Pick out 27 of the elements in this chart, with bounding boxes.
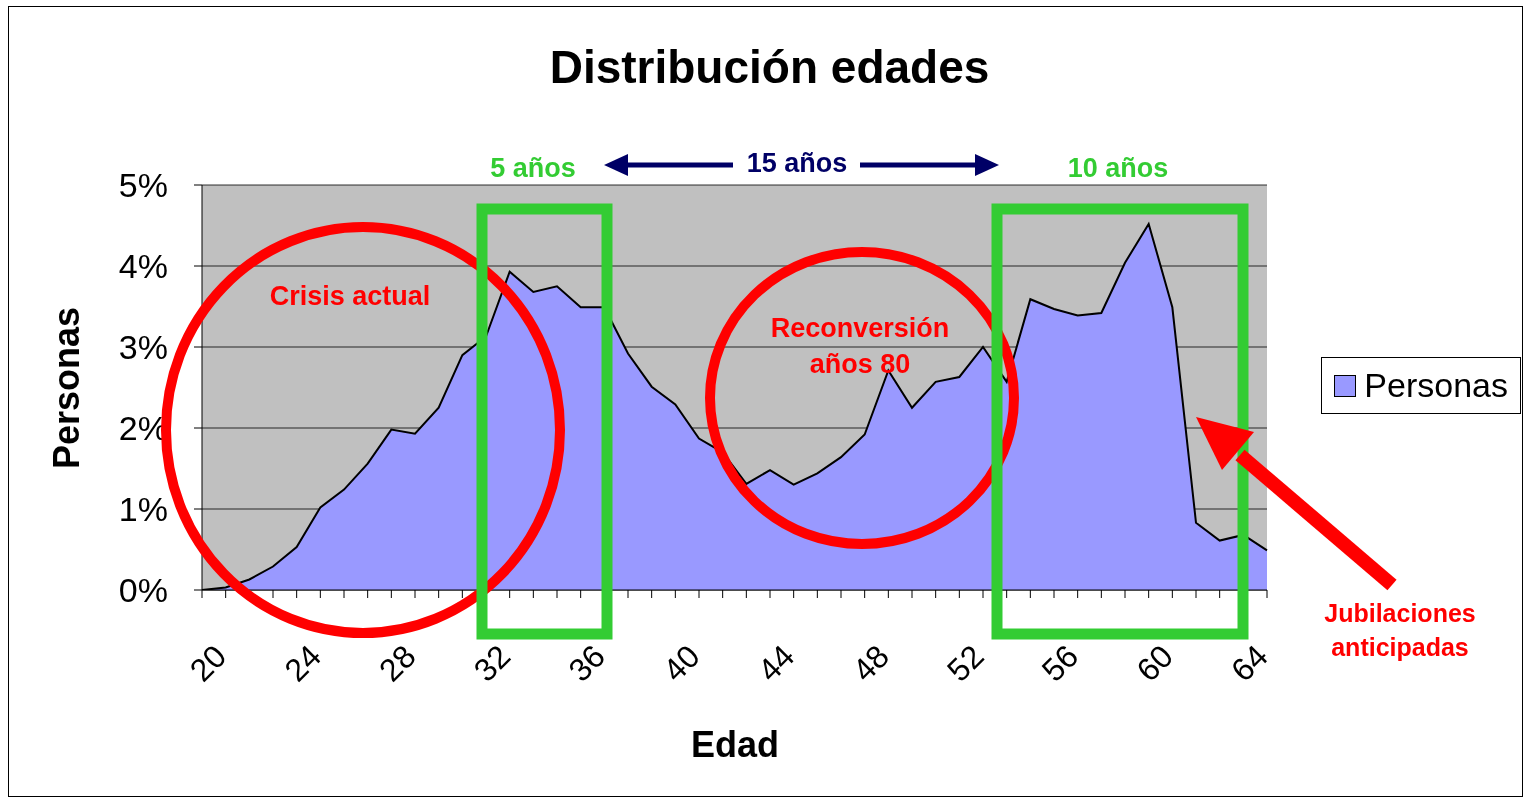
- x-tick-label: 40: [656, 637, 707, 689]
- chart-title: Distribución edades: [549, 41, 990, 93]
- x-tick-label: 52: [940, 637, 991, 689]
- y-tick-label: 1%: [118, 490, 168, 529]
- y-axis-title: Personas: [46, 306, 88, 470]
- x-tick-label: 44: [750, 637, 802, 689]
- x-tick-label: 48: [845, 637, 897, 689]
- x-tick-label: 36: [561, 637, 613, 689]
- x-axis-title: Edad: [690, 724, 780, 766]
- x-tick-label: 32: [466, 637, 518, 689]
- annotation: Crisis actual: [269, 281, 431, 312]
- x-tick-label: 24: [277, 637, 329, 689]
- text: 5 años: [490, 153, 576, 184]
- y-tick-label: 0%: [118, 571, 168, 610]
- text: Jubilaciones anticipadas: [1324, 598, 1476, 661]
- y-tick-label: 4%: [118, 247, 168, 286]
- annotation: Reconversión años 80: [770, 313, 950, 380]
- x-tick-label: 28: [372, 637, 423, 689]
- text: 15 años: [746, 148, 848, 179]
- y-tick-label: 5%: [118, 166, 168, 205]
- y-tick-label: 3%: [118, 328, 168, 367]
- legend-label: Personas: [1364, 366, 1508, 405]
- x-tick-label: 64: [1224, 637, 1275, 689]
- x-tick-label: 20: [182, 637, 234, 689]
- text: 10 años: [1067, 153, 1169, 184]
- x-tick-label: 56: [1034, 637, 1086, 689]
- x-tick-label: 60: [1129, 637, 1181, 689]
